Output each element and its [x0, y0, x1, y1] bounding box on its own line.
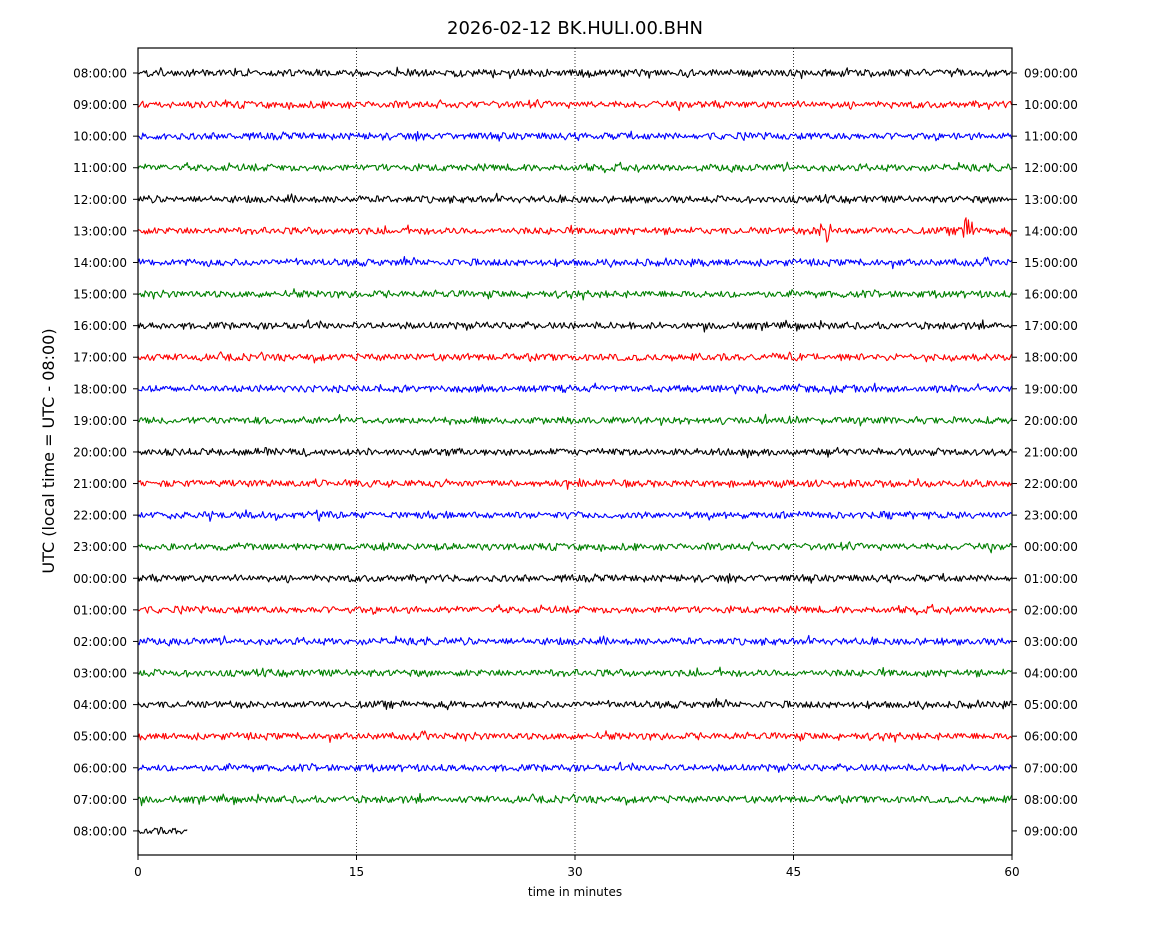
- trace-row-15: [137, 541, 1013, 554]
- row-label-utc-11: 19:00:00: [73, 414, 127, 428]
- row-label-utc-10: 18:00:00: [73, 382, 127, 396]
- row-label-utc-3: 11:00:00: [73, 161, 127, 175]
- row-label-utc-21: 05:00:00: [73, 730, 127, 744]
- row-label-local-10: 19:00:00: [1024, 382, 1078, 396]
- chart-title: 2026-02-12 BK.HULI.00.BHN: [447, 18, 703, 39]
- trace-row-19: [137, 666, 1012, 678]
- row-label-utc-13: 21:00:00: [73, 477, 127, 491]
- trace-row-17: [137, 603, 1012, 616]
- trace-row-10: [137, 382, 1013, 395]
- row-label-local-19: 04:00:00: [1024, 667, 1078, 681]
- x-tick-label-45: 45: [786, 865, 801, 879]
- trace-row-3: [137, 161, 1012, 174]
- trace-row-14: [137, 509, 1012, 522]
- row-label-local-15: 00:00:00: [1024, 540, 1078, 554]
- row-label-utc-14: 22:00:00: [73, 509, 127, 523]
- trace-row-11: [137, 413, 1013, 427]
- row-label-local-14: 23:00:00: [1024, 509, 1078, 523]
- x-tick-label-0: 0: [134, 865, 142, 879]
- row-label-utc-19: 03:00:00: [73, 667, 127, 681]
- row-label-utc-1: 09:00:00: [73, 98, 127, 112]
- row-label-utc-24: 08:00:00: [73, 824, 127, 838]
- trace-row-12: [137, 446, 1013, 459]
- row-label-utc-2: 10:00:00: [73, 130, 127, 144]
- row-label-utc-5: 13:00:00: [73, 224, 127, 238]
- trace-row-9: [137, 351, 1013, 364]
- trace-row-0: [137, 66, 1012, 80]
- row-label-utc-16: 00:00:00: [73, 572, 127, 586]
- row-label-utc-22: 06:00:00: [73, 761, 127, 775]
- row-label-local-7: 16:00:00: [1024, 288, 1078, 302]
- row-label-local-4: 13:00:00: [1024, 193, 1078, 207]
- row-label-local-21: 06:00:00: [1024, 730, 1078, 744]
- trace-row-24: [137, 826, 188, 835]
- trace-row-23: [137, 793, 1013, 807]
- axis-ticks: 0 15 30 45 60 08:00:00 09:00:00 09:00:00 10:00:0…: [73, 67, 1078, 880]
- trace-row-4: [137, 192, 1012, 204]
- row-label-utc-9: 17:00:00: [73, 351, 127, 365]
- row-label-utc-7: 15:00:00: [73, 288, 127, 302]
- trace-row-1: [137, 99, 1013, 112]
- row-label-local-16: 01:00:00: [1024, 572, 1078, 586]
- row-label-local-2: 11:00:00: [1024, 130, 1078, 144]
- trace-row-20: [137, 698, 1012, 711]
- row-label-utc-18: 02:00:00: [73, 635, 127, 649]
- x-axis-label: time in minutes: [528, 885, 622, 899]
- row-label-local-0: 09:00:00: [1024, 67, 1078, 81]
- row-label-local-11: 20:00:00: [1024, 414, 1078, 428]
- trace-row-16: [137, 572, 1012, 584]
- row-label-local-13: 22:00:00: [1024, 477, 1078, 491]
- x-tick-label-60: 60: [1004, 865, 1019, 879]
- trace-row-7: [137, 288, 1013, 301]
- trace-row-2: [137, 130, 1013, 142]
- row-label-local-12: 21:00:00: [1024, 445, 1078, 459]
- row-label-utc-12: 20:00:00: [73, 445, 127, 459]
- y-axis-label: UTC (local time = UTC - 08:00): [39, 328, 58, 573]
- trace-row-13: [137, 478, 1013, 490]
- row-label-local-22: 07:00:00: [1024, 761, 1078, 775]
- row-label-utc-15: 23:00:00: [73, 540, 127, 554]
- row-label-local-9: 18:00:00: [1024, 351, 1078, 365]
- row-label-utc-20: 04:00:00: [73, 698, 127, 712]
- row-label-utc-23: 07:00:00: [73, 793, 127, 807]
- row-label-local-17: 02:00:00: [1024, 603, 1078, 617]
- vertical-gridlines: [356, 48, 794, 855]
- row-label-utc-0: 08:00:00: [73, 67, 127, 81]
- row-label-utc-17: 01:00:00: [73, 603, 127, 617]
- row-label-local-5: 14:00:00: [1024, 224, 1078, 238]
- row-label-local-8: 17:00:00: [1024, 319, 1078, 333]
- row-label-local-3: 12:00:00: [1024, 161, 1078, 175]
- trace-row-22: [137, 761, 1013, 773]
- trace-row-18: [137, 634, 1013, 647]
- trace-row-6: [137, 255, 1013, 270]
- plot-area-frame: [137, 47, 1013, 856]
- row-label-local-18: 03:00:00: [1024, 635, 1078, 649]
- trace-row-5: [137, 217, 1013, 243]
- row-label-utc-4: 12:00:00: [73, 193, 127, 207]
- row-label-local-6: 15:00:00: [1024, 256, 1078, 270]
- x-tick-label-15: 15: [349, 865, 364, 879]
- trace-row-21: [137, 730, 1013, 743]
- seismogram-traces: [137, 66, 1013, 835]
- row-label-utc-6: 14:00:00: [73, 256, 127, 270]
- row-label-local-23: 08:00:00: [1024, 793, 1078, 807]
- row-label-local-24: 09:00:00: [1024, 824, 1078, 838]
- row-label-local-1: 10:00:00: [1024, 98, 1078, 112]
- trace-row-8: [137, 319, 1013, 333]
- row-label-local-20: 05:00:00: [1024, 698, 1078, 712]
- x-tick-label-30: 30: [567, 865, 582, 879]
- row-label-utc-8: 16:00:00: [73, 319, 127, 333]
